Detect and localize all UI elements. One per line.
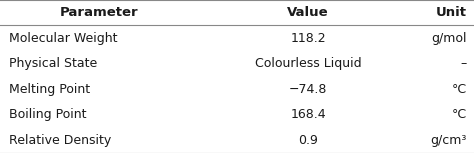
Text: g/mol: g/mol — [431, 32, 467, 45]
Text: Physical State: Physical State — [9, 57, 98, 70]
Text: Molecular Weight: Molecular Weight — [9, 32, 118, 45]
Text: Relative Density: Relative Density — [9, 134, 112, 147]
Text: Parameter: Parameter — [60, 6, 139, 19]
Text: −74.8: −74.8 — [289, 83, 327, 96]
Text: °C: °C — [452, 108, 467, 121]
Text: 0.9: 0.9 — [298, 134, 318, 147]
Text: Melting Point: Melting Point — [9, 83, 91, 96]
Text: –: – — [461, 57, 467, 70]
Text: Boiling Point: Boiling Point — [9, 108, 87, 121]
Text: Value: Value — [287, 6, 329, 19]
Text: 168.4: 168.4 — [290, 108, 326, 121]
Text: 118.2: 118.2 — [290, 32, 326, 45]
Text: °C: °C — [452, 83, 467, 96]
Text: g/cm³: g/cm³ — [430, 134, 467, 147]
Text: Colourless Liquid: Colourless Liquid — [255, 57, 361, 70]
Text: Unit: Unit — [436, 6, 467, 19]
